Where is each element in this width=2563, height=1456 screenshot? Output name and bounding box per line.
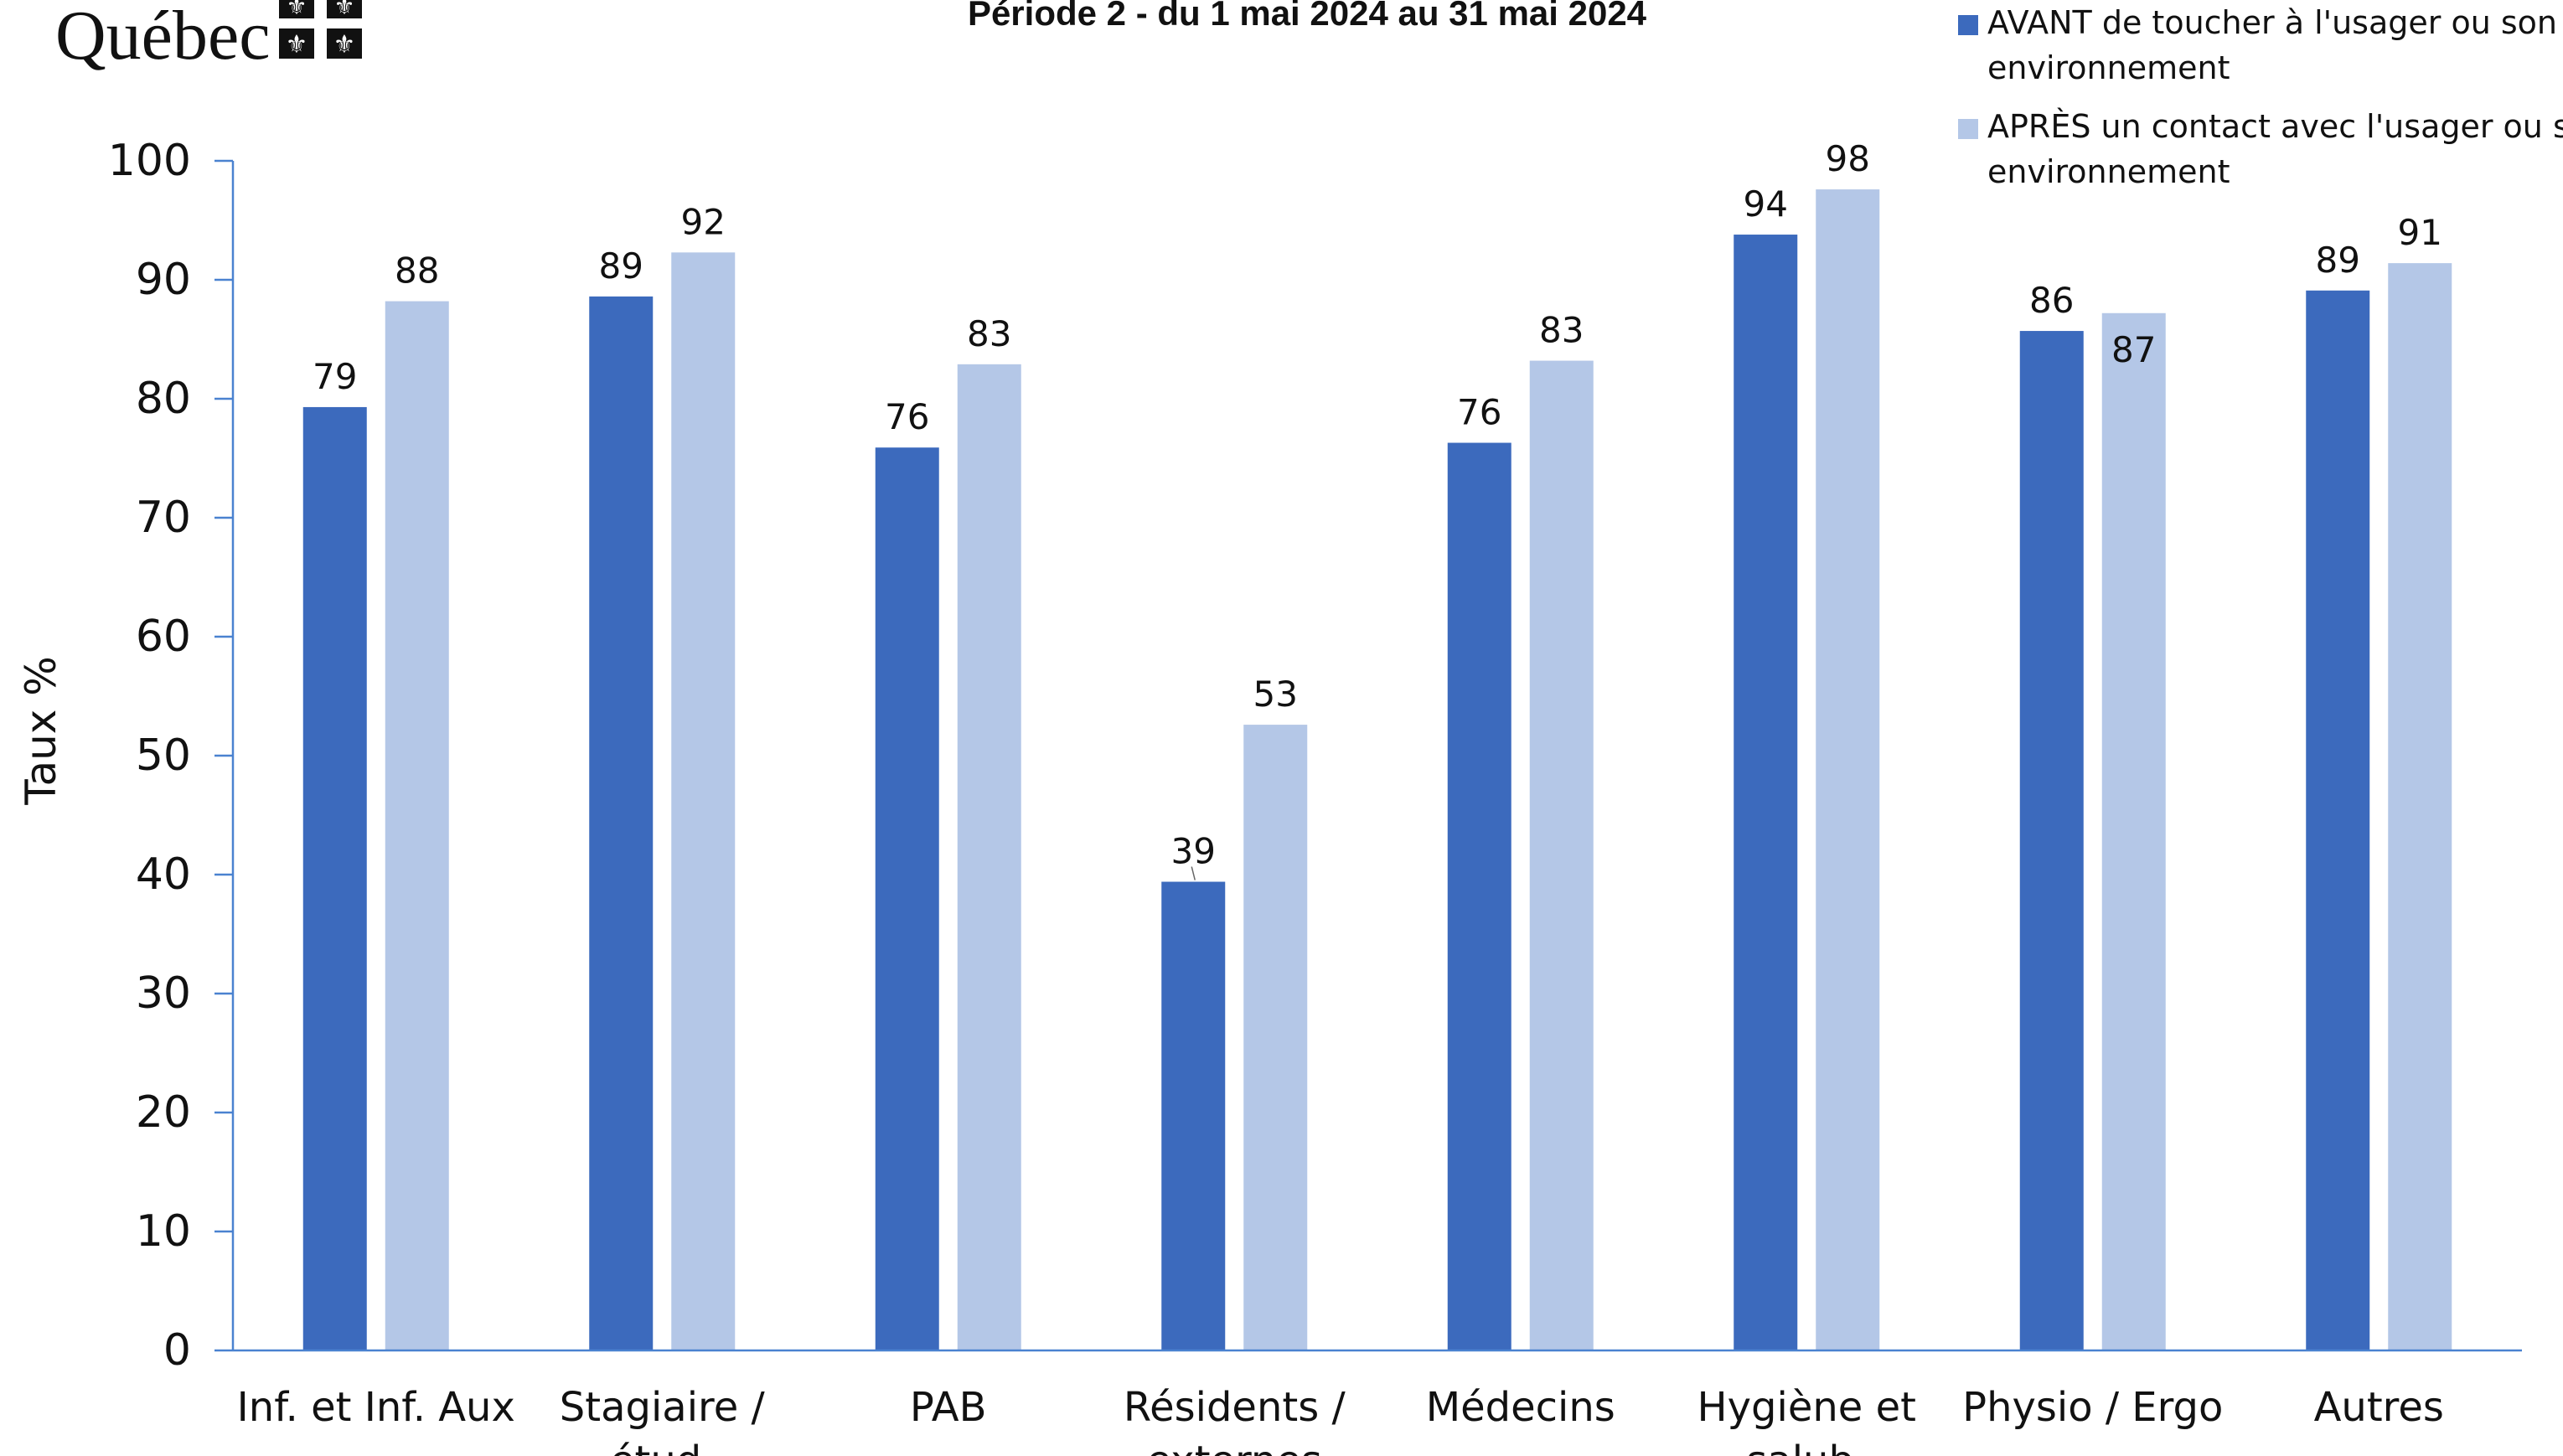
- x-tick-label: Stagiaire / étud.: [560, 1384, 766, 1456]
- data-label: 87: [2111, 329, 2156, 370]
- logo-wordmark: Québec: [55, 0, 271, 75]
- bar-avant: [1447, 442, 1511, 1350]
- x-tick-label: PAB: [910, 1384, 987, 1431]
- x-tick-label: Médecins: [1426, 1384, 1615, 1431]
- data-label-leader-line: [1191, 866, 1196, 880]
- data-label: 86: [2029, 280, 2074, 321]
- x-tick-label-line: Inf. et Inf. Aux: [237, 1384, 515, 1431]
- x-tick-label: Résidents / externes: [1124, 1384, 1346, 1456]
- bar-avant: [2306, 290, 2370, 1350]
- data-label: 91: [2398, 212, 2442, 253]
- bar-apres: [385, 301, 449, 1350]
- bars: [302, 189, 2452, 1351]
- legend: AVANT de toucher à l'usager ou son enviro…: [1958, 4, 2563, 190]
- bar-apres: [671, 252, 736, 1351]
- legend-swatch-apres: [1958, 119, 1978, 139]
- bar-avant: [589, 296, 654, 1350]
- y-tick-label: 90: [136, 255, 191, 305]
- data-label: 76: [1457, 392, 1501, 433]
- x-tick-label: Inf. et Inf. Aux: [237, 1384, 515, 1431]
- data-label: 88: [395, 250, 439, 292]
- data-label: 92: [681, 201, 726, 242]
- x-tick-label-line: PAB: [910, 1384, 987, 1431]
- data-label: 53: [1253, 674, 1298, 715]
- bar-avant: [1161, 881, 1226, 1350]
- x-tick-label-line: étud.: [610, 1438, 715, 1456]
- bar-apres: [1529, 360, 1594, 1350]
- quebec-logo: Québec ⚜ ⚜ ⚜ ⚜: [55, 0, 362, 75]
- bar-avant: [1734, 235, 1798, 1350]
- y-axis: 0 10 20 30 40 50 60 70 80 90 100: [108, 136, 235, 1376]
- bar-avant: [875, 447, 939, 1350]
- bar-apres: [2388, 263, 2452, 1350]
- x-axis: Inf. et Inf. Aux Stagiaire / étud. PAB Résid…: [233, 1349, 2522, 1456]
- bar-apres: [957, 364, 1021, 1350]
- x-tick-label-line: Hygiène et: [1697, 1384, 1916, 1431]
- fleur-de-lys-flag-icon: ⚜ ⚜ ⚜ ⚜: [279, 0, 362, 59]
- data-label: 83: [1539, 310, 1584, 351]
- legend-label-avant: AVANT de toucher à l'usager ou son enviro…: [1987, 4, 2557, 86]
- data-label: 79: [313, 356, 357, 397]
- data-label: 94: [1744, 183, 1788, 225]
- svg-text:⚜: ⚜: [333, 31, 356, 59]
- data-label: 98: [1826, 138, 1870, 179]
- y-tick-label: 100: [108, 136, 191, 186]
- y-tick-label: 50: [136, 731, 191, 781]
- x-tick-label: Autres: [2314, 1384, 2444, 1431]
- x-tick-label-line: Autres: [2314, 1384, 2444, 1431]
- x-tick-label-line: Résidents /: [1124, 1384, 1346, 1431]
- bar-apres: [2101, 312, 2166, 1350]
- y-tick-label: 80: [136, 374, 191, 424]
- x-tick-label-line: externes: [1147, 1438, 1322, 1456]
- data-label: 89: [2316, 240, 2360, 281]
- y-tick-label: 60: [136, 612, 191, 662]
- data-label: 83: [967, 313, 1011, 354]
- data-label: 76: [885, 396, 929, 437]
- y-tick-label: 30: [136, 968, 191, 1019]
- legend-label-line: APRÈS un contact avec l'usager ou son: [1987, 108, 2563, 145]
- svg-text:⚜: ⚜: [333, 0, 354, 19]
- chart-title: Période 2 - du 1 mai 2024 au 31 mai 2024: [968, 0, 1647, 33]
- x-tick-label: Hygiène et salub.: [1697, 1384, 1916, 1456]
- data-label: 39: [1171, 831, 1216, 872]
- x-tick-label-line: Médecins: [1426, 1384, 1615, 1431]
- svg-text:⚜: ⚜: [286, 31, 308, 59]
- svg-text:⚜: ⚜: [286, 0, 307, 19]
- bar-avant: [2019, 331, 2084, 1350]
- legend-label-line: AVANT de toucher à l'usager ou son: [1987, 4, 2557, 41]
- y-tick-label: 0: [163, 1325, 191, 1376]
- data-label: 89: [599, 245, 643, 287]
- bar-apres: [1243, 725, 1308, 1350]
- bar-apres: [1816, 189, 1880, 1351]
- legend-label-apres: APRÈS un contact avec l'usager ou son env…: [1987, 108, 2563, 190]
- legend-swatch-avant: [1958, 15, 1978, 35]
- y-tick-label: 70: [136, 493, 191, 543]
- y-tick-label: 10: [136, 1206, 191, 1257]
- x-tick-label-line: Physio / Ergo: [1962, 1384, 2223, 1431]
- x-tick-label-line: salub.: [1746, 1438, 1867, 1456]
- y-tick-label: 40: [136, 849, 191, 900]
- legend-label-line: environnement: [1987, 153, 2230, 190]
- data-labels: 79 88 89 92 76 83 39 53 76 83 94 98 86 87 89 91: [313, 138, 2442, 880]
- x-tick-label-line: Stagiaire /: [560, 1384, 766, 1431]
- bar-avant: [302, 406, 367, 1351]
- y-axis-label: Taux %: [17, 656, 65, 806]
- x-tick-label: Physio / Ergo: [1962, 1384, 2223, 1431]
- y-tick-label: 20: [136, 1087, 191, 1138]
- legend-label-line: environnement: [1987, 49, 2230, 86]
